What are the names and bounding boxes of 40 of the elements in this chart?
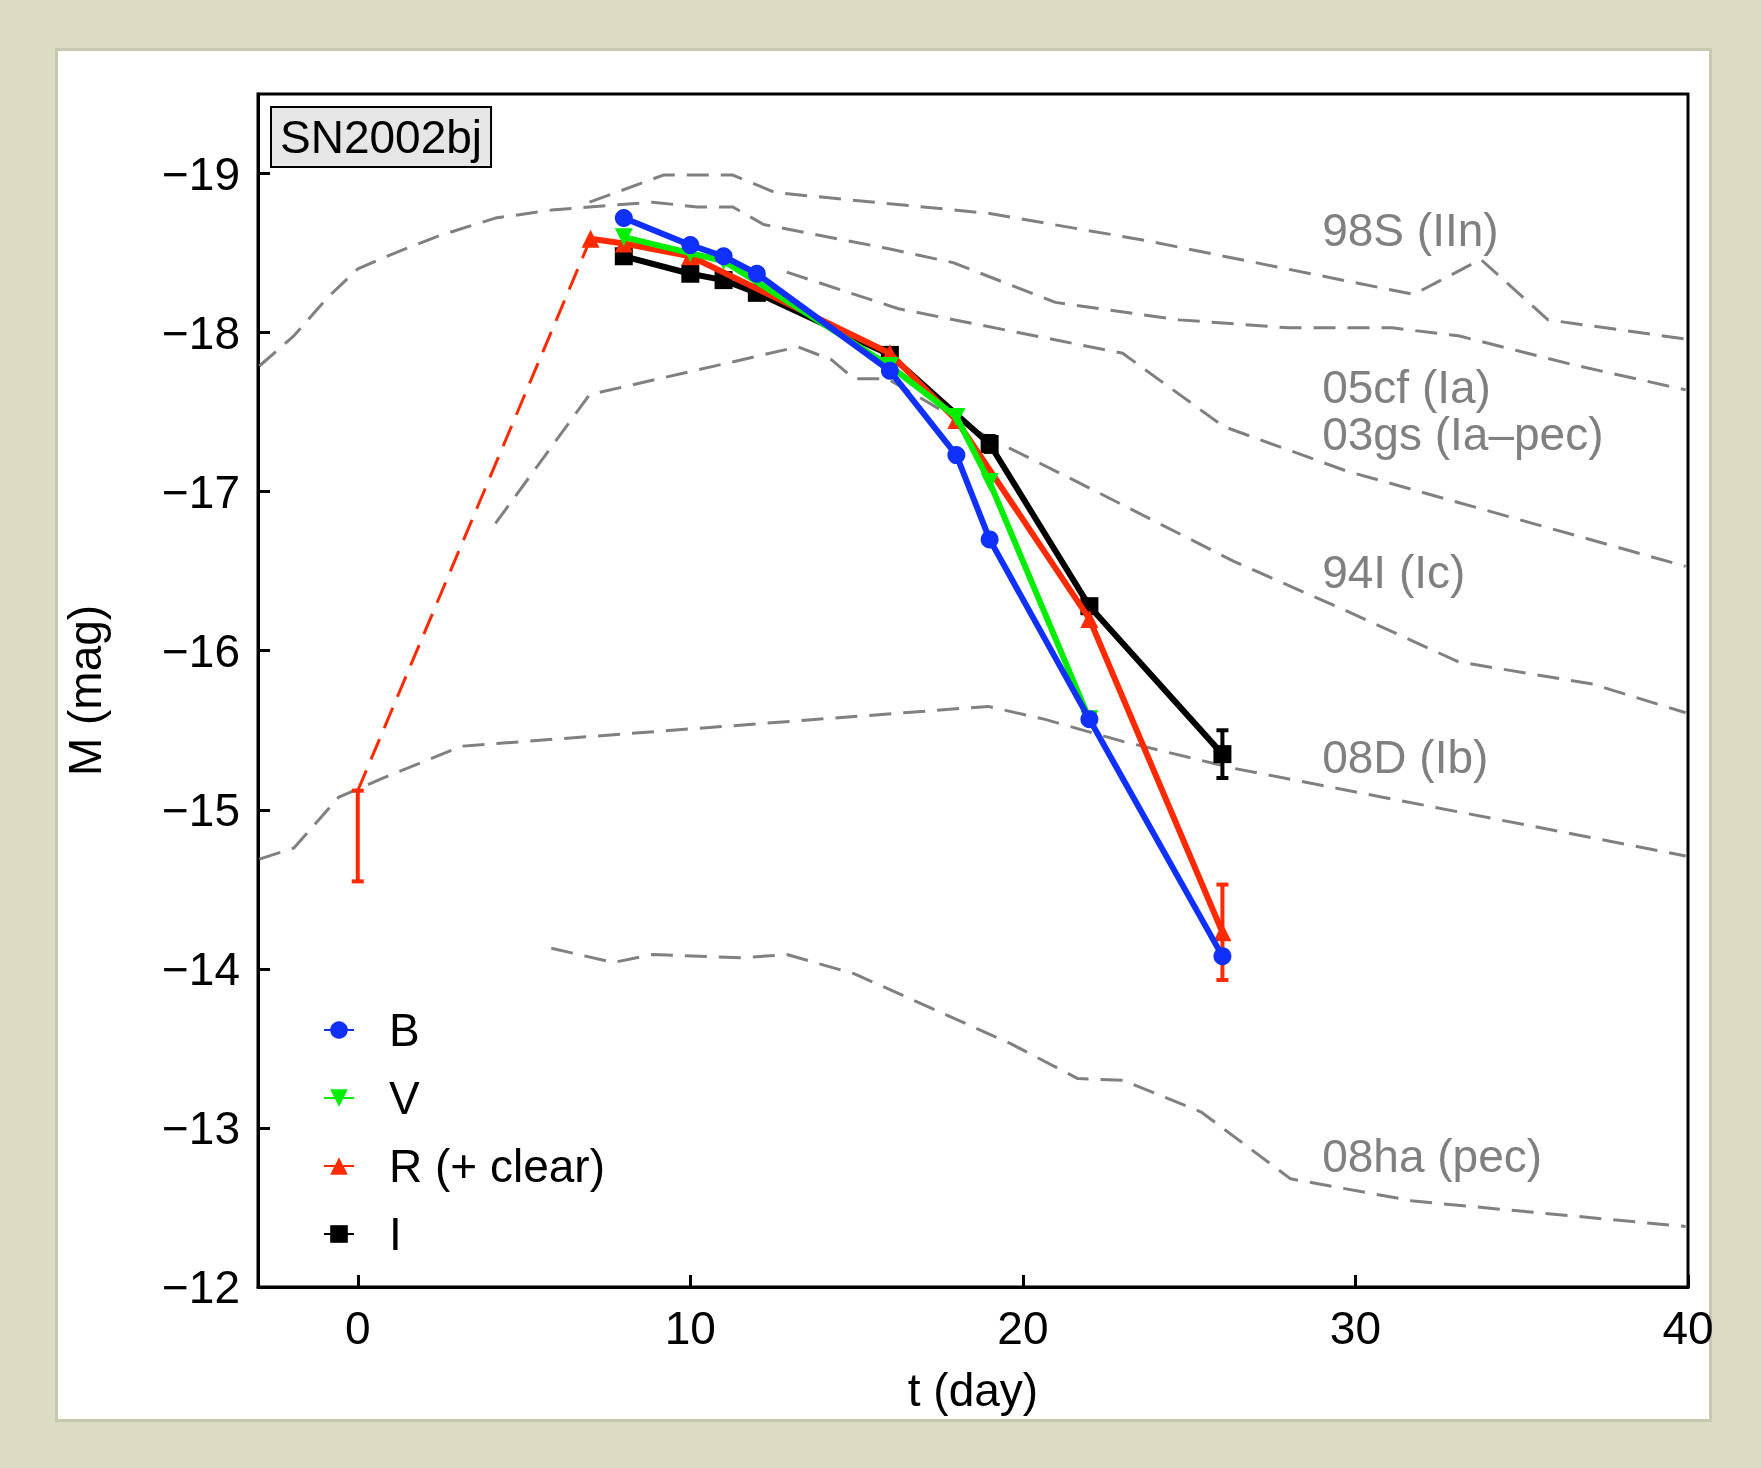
y-tick-label: −15 xyxy=(161,783,240,836)
point xyxy=(1213,745,1232,764)
y-tick-label: −17 xyxy=(161,465,240,518)
legend-label: I xyxy=(389,1208,402,1260)
legend-label: V xyxy=(389,1072,420,1124)
y-tick-label: −18 xyxy=(161,306,240,359)
y-axis-title: M (mag) xyxy=(59,604,111,777)
line-series xyxy=(257,704,1688,861)
y-tick-label: −13 xyxy=(161,1101,240,1154)
line-series xyxy=(493,345,1688,715)
point xyxy=(614,228,633,247)
x-tick-label: 40 xyxy=(1662,1302,1714,1354)
y-tick-label: −19 xyxy=(161,147,240,200)
point xyxy=(681,236,700,255)
point xyxy=(947,446,966,465)
series-label: 98S (IIn) xyxy=(1322,204,1499,257)
point xyxy=(681,264,700,283)
x-tick-label: 0 xyxy=(344,1302,371,1354)
point xyxy=(980,530,999,549)
series-label: 08ha (pec) xyxy=(1322,1129,1543,1182)
point xyxy=(747,264,766,283)
series-label: 08D (Ib) xyxy=(1322,730,1489,783)
point xyxy=(947,407,966,426)
x-axis-title: t (day) xyxy=(907,1364,1039,1416)
legend-label: R (+ clear) xyxy=(389,1140,605,1192)
series-label: 94I (Ic) xyxy=(1322,546,1466,599)
point xyxy=(880,361,899,380)
x-tick-label: 30 xyxy=(1329,1302,1382,1354)
y-tick-label: −12 xyxy=(161,1261,240,1313)
y-tick-label: −14 xyxy=(161,942,240,995)
annotation: SN2002bj xyxy=(280,111,483,163)
x-tick-label: 20 xyxy=(997,1302,1049,1354)
point xyxy=(714,247,733,266)
point xyxy=(1213,947,1232,966)
y-tick-label: −16 xyxy=(161,624,240,677)
point xyxy=(1080,609,1099,628)
x-tick-label: 10 xyxy=(664,1302,716,1354)
legend-label: B xyxy=(389,1004,420,1056)
point xyxy=(614,209,633,228)
point xyxy=(980,473,999,492)
